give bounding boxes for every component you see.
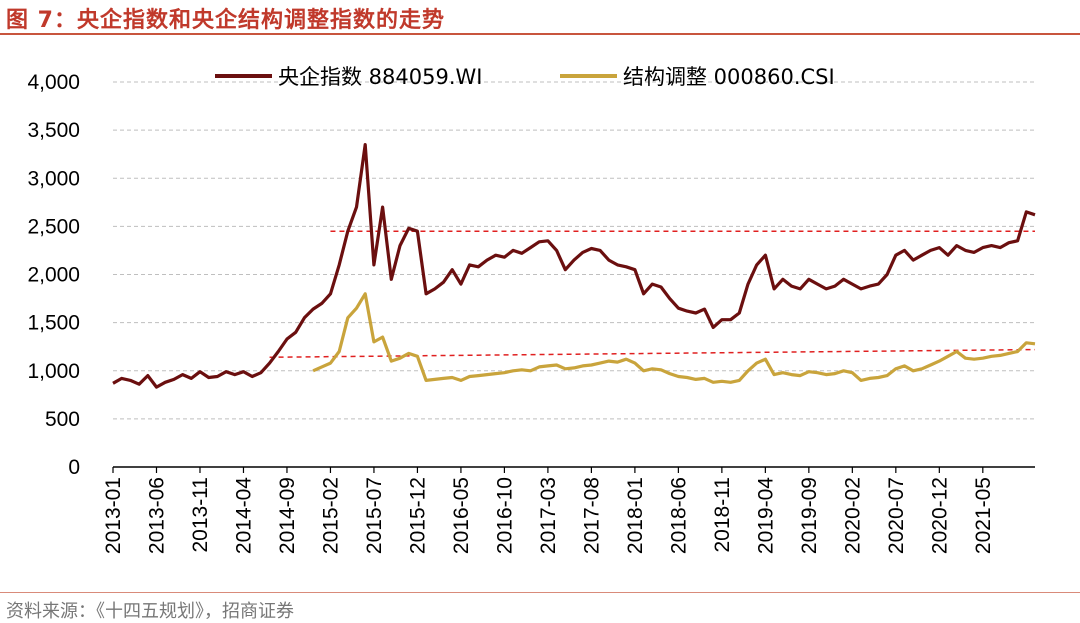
x-tick-label: 2016-10 [493,477,516,554]
series-line-central-soe [112,143,1036,389]
reference-lines [269,230,1036,359]
figure-title: 图 7：央企指数和央企结构调整指数的走势 [6,8,445,33]
title-divider [0,33,1080,35]
x-tick-label: 2015-12 [406,477,429,554]
y-tick-label: 3,000 [27,167,80,190]
x-tick-label: 2013-01 [102,477,125,554]
x-tick-label: 2020-07 [885,477,908,554]
series-line-structural-adjustment [312,292,1036,384]
y-tick-label: 2,500 [27,215,80,238]
legend-label: 央企指数 884059.WI [278,65,482,89]
x-tick-label: 2020-02 [841,477,864,554]
x-axis: 2013-01 2013-06 2013-11 2014-04 2014-09 2015-… [102,466,1035,554]
x-tick-label: 2018-01 [624,477,647,554]
x-tick-label: 2017-08 [580,477,603,554]
reference-line [269,348,1036,359]
y-axis: 0 500 1,000 1,500 2,000 2,500 3,000 3,500 4,000 [27,71,80,479]
source-note: 资料来源：《十四五规划》，招商证券 [6,601,294,622]
x-tick-label: 2015-07 [363,477,386,554]
y-tick-label: 3,500 [27,119,80,142]
x-tick-label: 2018-06 [667,477,690,554]
y-tick-label: 1,000 [27,360,80,383]
x-tick-label: 2013-06 [145,477,168,554]
x-tick-label: 2014-04 [232,477,255,554]
footer-divider [0,592,1080,593]
x-tick-label: 2016-05 [450,477,473,554]
y-tick-label: 0 [68,456,80,479]
legend: 央企指数 884059.WI 结构调整 000860.CSI [215,65,835,89]
x-tick-label: 2021-05 [972,477,995,554]
y-tick-label: 500 [45,408,80,431]
x-tick-label: 2014-09 [276,477,299,554]
x-tick-label: 2019-04 [754,477,777,554]
legend-label: 结构调整 000860.CSI [623,65,835,89]
x-tick-label: 2017-03 [537,477,560,554]
y-tick-label: 4,000 [27,71,80,94]
series-lines [112,143,1036,389]
y-tick-label: 1,500 [27,312,80,335]
x-tick-label: 2020-12 [928,477,951,554]
x-tick-label: 2013-11 [189,477,212,553]
x-tick-label: 2019-09 [798,477,821,554]
x-tick-label: 2018-11 [711,477,734,553]
x-tick-label: 2015-02 [319,477,342,554]
y-tick-label: 2,000 [27,264,80,287]
line-chart: 05001,0001,5002,0002,5003,0003,5004,000 … [27,65,1036,554]
